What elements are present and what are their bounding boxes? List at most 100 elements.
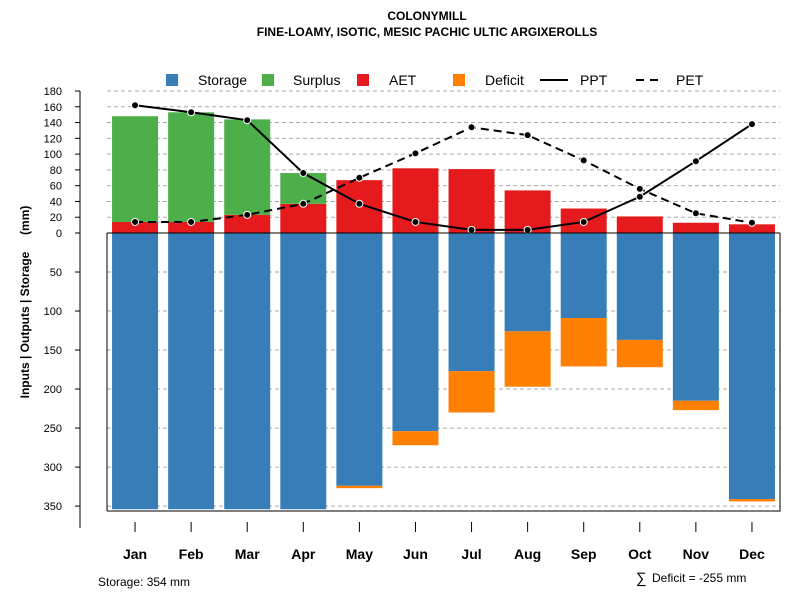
y-axis-label: Inputs | Outputs | Storage (mm) — [18, 206, 32, 399]
ppt-point-mar — [243, 116, 252, 125]
storage-bar-mar — [224, 233, 271, 510]
y-tick-label-upper: 40 — [50, 196, 62, 208]
y-tick-label-lower: 300 — [44, 462, 62, 474]
pet-point-may — [355, 173, 364, 182]
storage-bar-aug — [504, 233, 551, 332]
ppt-point-jun — [411, 217, 420, 226]
y-tick-label-upper: 80 — [50, 165, 62, 177]
aet-bar-dec — [728, 224, 775, 233]
deficit-bar-aug — [504, 331, 551, 387]
pet-point-jun — [411, 149, 420, 158]
ppt-point-aug — [523, 225, 532, 234]
y-tick-label-upper: 140 — [44, 118, 62, 130]
ppt-point-oct — [635, 192, 644, 201]
deficit-bar-dec — [728, 499, 775, 502]
storage-bar-dec — [728, 233, 775, 500]
storage-summary: Storage: 354 mm — [98, 575, 190, 589]
storage-bar-apr — [280, 233, 327, 510]
x-tick-label-sep: Sep — [571, 546, 597, 562]
x-tick-label-aug: Aug — [514, 546, 541, 562]
ppt-point-may — [355, 199, 364, 208]
y-tick-label-upper: 20 — [50, 212, 62, 224]
chart-subtitle: FINE-LOAMY, ISOTIC, MESIC PACHIC ULTIC A… — [257, 25, 597, 39]
deficit-bar-may — [336, 485, 383, 489]
y-tick-label-lower: 50 — [50, 267, 62, 279]
y-tick-label-lower: 250 — [44, 423, 62, 435]
legend-label-storage: Storage — [198, 72, 247, 88]
ppt-point-feb — [187, 108, 196, 117]
deficit-bar-oct — [616, 339, 663, 368]
pet-point-sep — [579, 156, 588, 165]
pet-point-nov — [691, 209, 700, 218]
x-tick-label-jun: Jun — [403, 546, 428, 562]
y-tick-label-upper: 60 — [50, 181, 62, 193]
axes: 0 20 40 60 80 100 120 140 160 180 50 100 150 200 250 30… — [44, 86, 781, 562]
y-tick-label-upper: 160 — [44, 102, 62, 114]
storage-bar-may — [336, 233, 383, 486]
legend-swatch-storage — [166, 74, 178, 86]
bars — [112, 112, 775, 510]
aet-bar-mar — [224, 214, 271, 233]
legend-label-aet: AET — [389, 72, 417, 88]
sigma-symbol: ∑ — [636, 570, 647, 587]
y-tick-label-upper: 120 — [44, 133, 62, 145]
pet-point-jul — [467, 123, 476, 132]
deficit-bar-jul — [448, 371, 495, 413]
x-tick-label-nov: Nov — [683, 546, 710, 562]
pet-point-oct — [635, 184, 644, 193]
x-tick-label-mar: Mar — [235, 546, 260, 562]
storage-bar-jun — [392, 233, 439, 432]
storage-bar-jul — [448, 233, 495, 372]
pet-point-aug — [523, 131, 532, 140]
ppt-point-apr — [299, 169, 308, 178]
surplus-bar-mar — [224, 119, 271, 215]
legend-swatch-deficit — [453, 74, 465, 86]
y-tick-label-lower: 200 — [44, 384, 62, 396]
legend-label-deficit: Deficit — [485, 72, 524, 88]
pet-point-dec — [747, 218, 756, 227]
legend-label-ppt: PPT — [580, 72, 608, 88]
y-tick-label-lower: 350 — [44, 501, 62, 513]
pet-point-feb — [187, 217, 196, 226]
storage-bar-sep — [560, 233, 607, 319]
deficit-bar-nov — [672, 400, 719, 411]
y-tick-label-upper: 180 — [44, 86, 62, 98]
ppt-point-jul — [467, 225, 476, 234]
aet-bar-jul — [448, 169, 495, 233]
y-tick-label-upper: 0 — [56, 228, 62, 240]
y-tick-label-lower: 100 — [44, 306, 62, 318]
ppt-point-nov — [691, 157, 700, 166]
ppt-line — [134, 104, 753, 231]
aet-bar-oct — [616, 216, 663, 233]
pet-point-jan — [131, 217, 140, 226]
chart-title: COLONYMILL — [387, 9, 466, 23]
ppt-point-dec — [747, 120, 756, 129]
legend-swatch-aet — [357, 74, 369, 86]
storage-bar-oct — [616, 233, 663, 340]
x-tick-label-oct: Oct — [628, 546, 652, 562]
pet-point-mar — [243, 210, 252, 219]
aet-bar-nov — [672, 222, 719, 233]
x-tick-label-jul: Jul — [461, 546, 481, 562]
x-tick-label-apr: Apr — [291, 546, 316, 562]
x-tick-label-may: May — [346, 546, 373, 562]
aet-bar-jan — [112, 221, 159, 233]
deficit-bar-jun — [392, 431, 439, 446]
y-tick-label-lower: 150 — [44, 345, 62, 357]
legend: Storage Surplus AET Deficit PPT PET — [166, 72, 704, 88]
series-lines — [131, 101, 756, 234]
surplus-bar-feb — [168, 112, 215, 222]
ppt-point-sep — [579, 217, 588, 226]
x-tick-label-jan: Jan — [123, 546, 147, 562]
legend-label-surplus: Surplus — [293, 72, 340, 88]
ppt-point-jan — [131, 101, 140, 110]
storage-bar-jan — [112, 233, 159, 510]
pet-point-apr — [299, 199, 308, 208]
deficit-summary: Deficit = -255 mm — [652, 571, 746, 585]
plot-frame — [107, 233, 781, 512]
storage-bar-nov — [672, 233, 719, 401]
aet-bar-apr — [280, 203, 327, 233]
y-tick-label-upper: 100 — [44, 149, 62, 161]
surplus-bar-jan — [112, 116, 159, 222]
